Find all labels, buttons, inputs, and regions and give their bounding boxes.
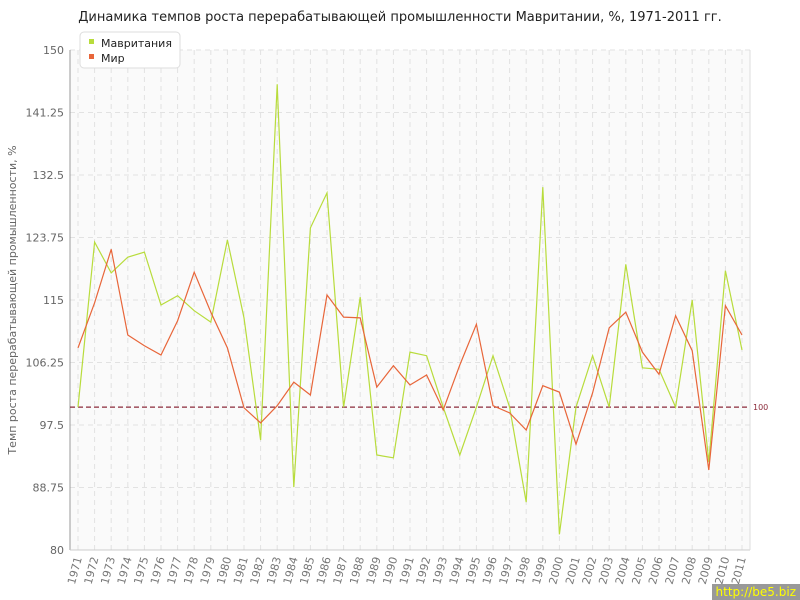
y-tick-label: 106.25 (26, 357, 65, 370)
legend-label: Мавритания (101, 37, 172, 50)
x-tick-label: 2011 (729, 555, 749, 585)
legend-marker (89, 54, 94, 59)
y-tick-label: 80 (50, 544, 64, 557)
chart-title: Динамика темпов роста перерабатывающей п… (78, 10, 722, 25)
y-tick-label: 132.5 (33, 169, 65, 182)
y-tick-label: 115 (43, 294, 64, 307)
y-axis-label: Темп роста перерабатывающей промышленнос… (6, 145, 19, 455)
y-tick-label: 97.5 (40, 419, 65, 432)
watermark[interactable]: http://be5.biz (711, 584, 800, 600)
legend-box (79, 31, 181, 69)
legend-marker (89, 39, 94, 44)
y-tick-label: 123.75 (26, 232, 65, 245)
y-tick-label: 141.25 (26, 107, 65, 120)
y-tick-label: 150 (43, 44, 64, 57)
y-tick-label: 88.75 (33, 482, 65, 495)
legend-label: Мир (101, 52, 125, 65)
reference-line-label: 100 (753, 403, 768, 412)
